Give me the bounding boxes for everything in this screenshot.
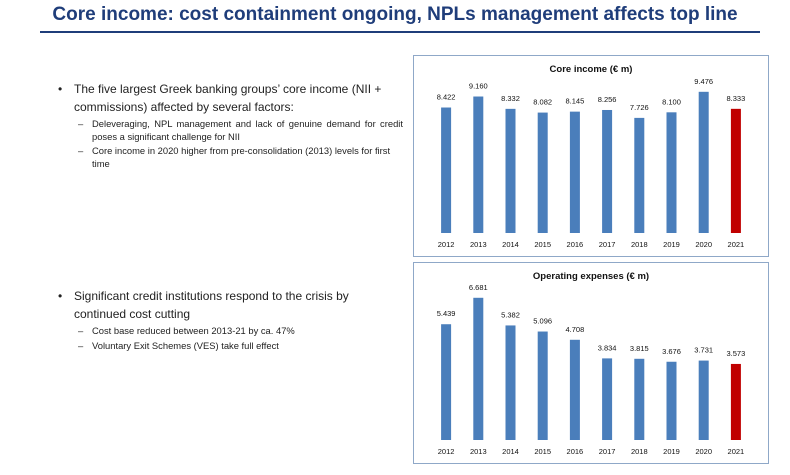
data-label-2021: 3.573 [727, 349, 746, 358]
data-label-2017: 3.834 [598, 343, 617, 352]
data-label-2021: 8.333 [727, 94, 746, 103]
bullet-group-core-income: • The five largest Greek banking groups’… [58, 80, 403, 170]
bar-2019 [666, 361, 677, 440]
tick-label-2014: 2014 [502, 240, 519, 249]
operating-expenses-chart: Operating expenses (€ m) 5.439 2012 6.681 20… [437, 271, 746, 456]
bar-2021 [730, 363, 741, 440]
bar-2014 [505, 325, 516, 440]
tick-label-2012: 2012 [438, 240, 455, 249]
tick-label-2021: 2021 [728, 240, 745, 249]
bar-2020 [698, 91, 709, 233]
bar-2016 [569, 111, 580, 233]
data-label-2014: 8.332 [501, 94, 520, 103]
title-divider [40, 31, 760, 33]
operating-expenses-chart-panel: Operating expenses (€ m) 5.439 2012 6.681 20… [413, 262, 769, 464]
sub-bullet-item: – Voluntary Exit Schemes (VES) take full… [58, 340, 403, 353]
tick-label-2016: 2016 [567, 447, 584, 456]
data-label-2013: 9.160 [469, 82, 488, 91]
tick-label-2017: 2017 [599, 447, 616, 456]
tick-label-2013: 2013 [470, 240, 487, 249]
bullet-item: • Significant credit institutions respon… [58, 287, 403, 323]
bullet-dot-icon: • [58, 82, 63, 96]
dash-icon: – [78, 118, 84, 129]
tick-label-2015: 2015 [534, 447, 551, 456]
data-label-2020: 9.476 [694, 77, 713, 86]
tick-label-2020: 2020 [695, 240, 712, 249]
bar-2018 [634, 358, 645, 440]
dash-icon: – [78, 339, 84, 351]
chart-title: Core income (€ m) [550, 64, 633, 75]
data-label-2012: 5.439 [437, 309, 456, 318]
sub-bullet-item: – Deleveraging, NPL management and lack … [58, 118, 403, 143]
bullet-item: • The five largest Greek banking groups’… [58, 80, 403, 116]
bar-2013 [473, 297, 484, 440]
tick-label-2013: 2013 [470, 447, 487, 456]
sub-bullet-text: Deleveraging, NPL management and lack of… [92, 118, 403, 142]
tick-label-2012: 2012 [438, 447, 455, 456]
bar-2018 [634, 117, 645, 233]
core-income-chart-panel: Core income (€ m) 8.422 2012 9.160 2013 8.332… [413, 55, 769, 257]
tick-label-2018: 2018 [631, 240, 648, 249]
slide-title: Core income: cost containment ongoing, N… [52, 4, 738, 25]
data-label-2014: 5.382 [501, 310, 520, 319]
dash-icon: – [78, 325, 84, 336]
bullet-group-costs: • Significant credit institutions respon… [58, 287, 403, 352]
bar-2021 [730, 108, 741, 233]
tick-label-2015: 2015 [534, 240, 551, 249]
tick-label-2019: 2019 [663, 447, 680, 456]
dash-icon: – [78, 145, 84, 156]
bullet-text: The five largest Greek banking groups’ c… [74, 82, 382, 114]
sub-bullet-text: Voluntary Exit Schemes (VES) take full e… [92, 339, 279, 351]
tick-label-2019: 2019 [663, 240, 680, 249]
sub-bullet-text: Core income in 2020 higher from pre-cons… [92, 145, 391, 169]
bar-2013 [473, 96, 484, 234]
data-label-2016: 4.708 [566, 325, 585, 334]
sub-bullet-text: Cost base reduced between 2013-21 by ca.… [92, 325, 295, 336]
bar-2012 [441, 107, 452, 233]
bar-2020 [698, 360, 709, 440]
tick-label-2020: 2020 [695, 447, 712, 456]
data-label-2018: 3.815 [630, 344, 649, 353]
tick-label-2016: 2016 [567, 240, 584, 249]
tick-label-2018: 2018 [631, 447, 648, 456]
data-label-2015: 5.096 [533, 317, 552, 326]
bar-2015 [537, 331, 548, 440]
bar-2019 [666, 112, 677, 233]
bar-2012 [441, 324, 452, 440]
data-label-2020: 3.731 [694, 346, 713, 355]
sub-bullet-item: – Cost base reduced between 2013-21 by c… [58, 325, 403, 338]
sub-bullet-item: – Core income in 2020 higher from pre-co… [58, 145, 403, 170]
data-label-2019: 8.100 [662, 97, 681, 106]
data-label-2013: 6.681 [469, 283, 488, 292]
core-income-chart: Core income (€ m) 8.422 2012 9.160 2013 8.332… [437, 64, 746, 249]
tick-label-2017: 2017 [599, 240, 616, 249]
tick-label-2014: 2014 [502, 447, 519, 456]
chart-title: Operating expenses (€ m) [533, 271, 649, 282]
data-label-2017: 8.256 [598, 95, 617, 104]
data-label-2016: 8.145 [566, 97, 585, 106]
data-label-2018: 7.726 [630, 103, 649, 112]
bar-2017 [602, 358, 613, 440]
data-label-2019: 3.676 [662, 347, 681, 356]
tick-label-2021: 2021 [728, 447, 745, 456]
bar-2015 [537, 112, 548, 233]
bar-2016 [569, 339, 580, 440]
bar-2014 [505, 108, 516, 233]
data-label-2015: 8.082 [533, 98, 552, 107]
bar-2017 [602, 109, 613, 233]
data-label-2012: 8.422 [437, 93, 456, 102]
bullet-text: Significant credit institutions respond … [74, 289, 349, 321]
bullet-dot-icon: • [58, 289, 63, 303]
